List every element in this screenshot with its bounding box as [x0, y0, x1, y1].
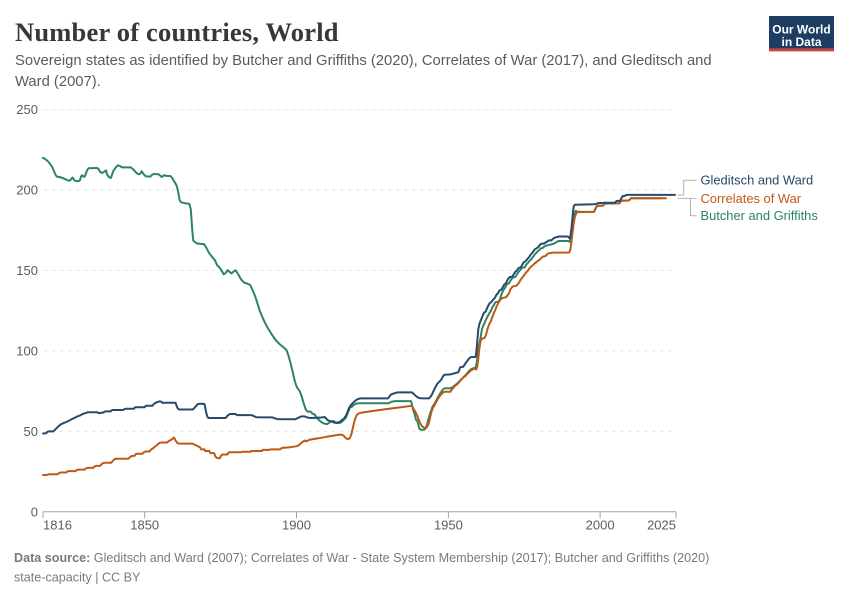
- svg-text:50: 50: [24, 424, 38, 439]
- svg-text:Our World: Our World: [772, 23, 830, 37]
- svg-text:150: 150: [16, 263, 38, 278]
- svg-text:1900: 1900: [282, 518, 311, 533]
- svg-text:1816: 1816: [43, 518, 72, 533]
- svg-text:100: 100: [16, 343, 38, 358]
- svg-text:200: 200: [16, 183, 38, 198]
- svg-text:1850: 1850: [130, 518, 159, 533]
- svg-text:1950: 1950: [434, 518, 463, 533]
- svg-text:250: 250: [16, 102, 38, 117]
- svg-text:Butcher and Griffiths: Butcher and Griffiths: [701, 208, 818, 223]
- svg-text:Data source: Gleditsch and War: Data source: Gleditsch and Ward (2007); …: [14, 551, 709, 565]
- svg-text:2000: 2000: [586, 518, 615, 533]
- svg-text:Ward (2007).: Ward (2007).: [15, 74, 101, 90]
- svg-text:0: 0: [31, 504, 38, 519]
- svg-text:Gleditsch and Ward: Gleditsch and Ward: [701, 172, 814, 187]
- svg-text:2025: 2025: [647, 518, 676, 533]
- svg-text:Correlates of War: Correlates of War: [701, 191, 802, 206]
- svg-text:Sovereign states as identified: Sovereign states as identified by Butche…: [15, 53, 712, 69]
- svg-text:Number of countries, World: Number of countries, World: [15, 17, 339, 47]
- svg-text:in Data: in Data: [781, 35, 821, 49]
- svg-text:state-capacity | CC BY: state-capacity | CC BY: [14, 571, 141, 585]
